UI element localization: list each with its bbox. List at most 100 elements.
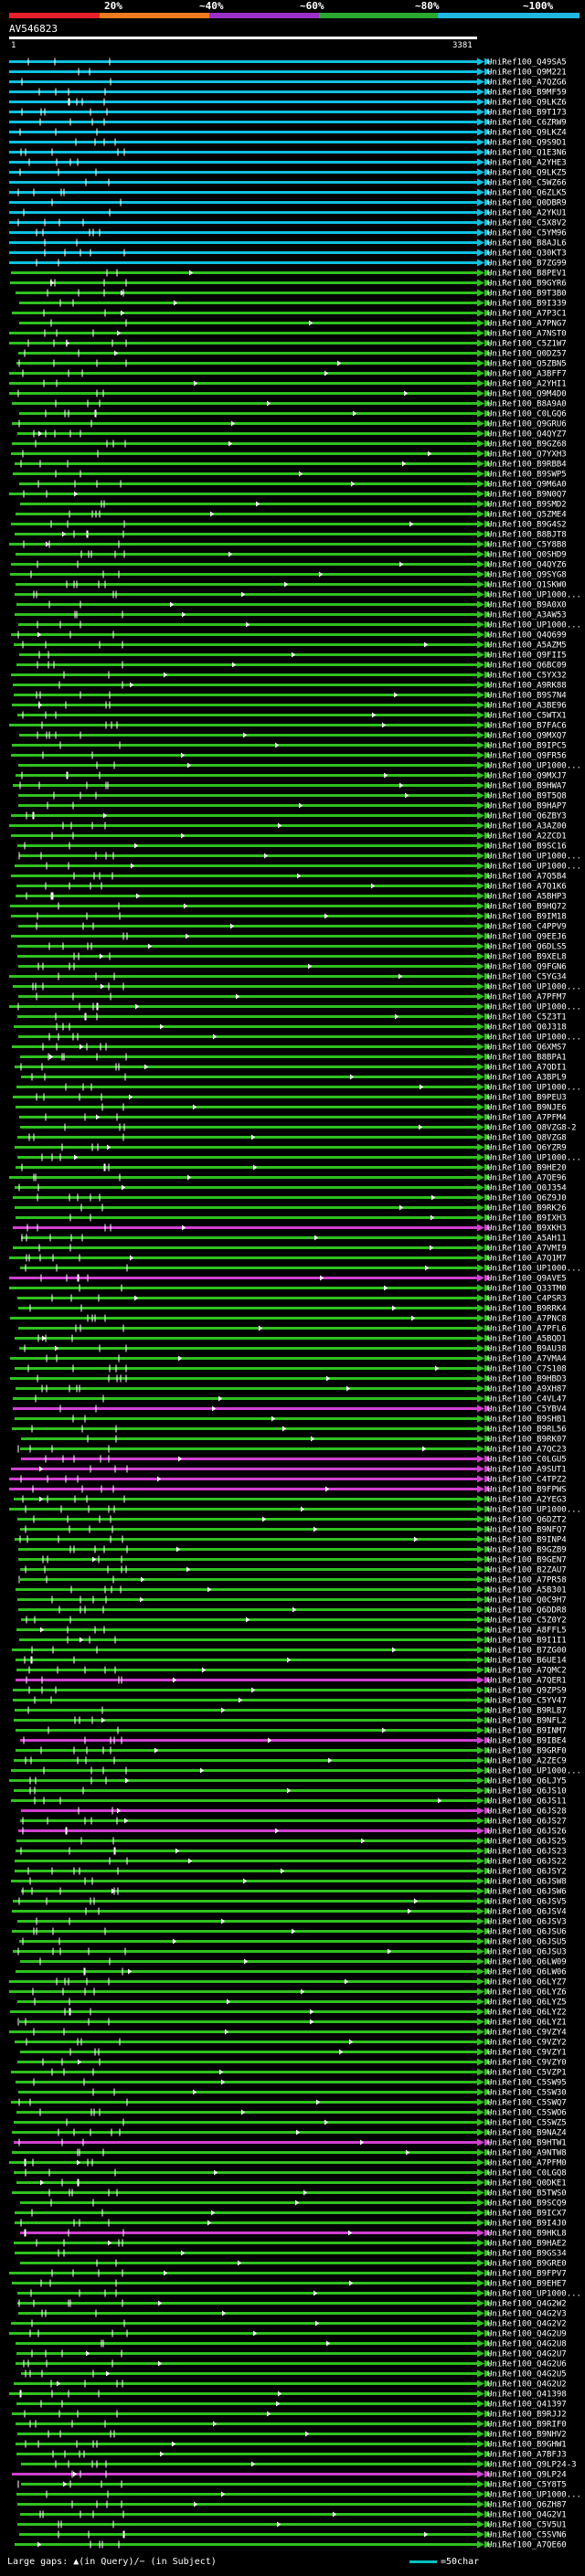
- hit-row[interactable]: UniRef100_B8PEV1: [11, 269, 567, 279]
- hit-row[interactable]: UniRef100_C9VZY1: [20, 2048, 567, 2058]
- hit-row[interactable]: UniRef100_Q4G2V2: [11, 2319, 567, 2329]
- hit-label[interactable]: UniRef100_Q6LYZ2: [487, 2009, 567, 2018]
- hit-label[interactable]: UniRef100_C5YG34: [487, 973, 567, 982]
- hit-label[interactable]: UniRef100_Q4G2W2: [487, 2300, 567, 2309]
- hit-row[interactable]: UniRef100_Q9GRU6: [12, 419, 567, 429]
- hit-row[interactable]: UniRef100_C5WZ66: [9, 178, 567, 188]
- hit-label[interactable]: UniRef100_UP1000...: [487, 1034, 581, 1043]
- hit-label[interactable]: UniRef100_A7QMC2: [487, 1667, 567, 1676]
- hit-label[interactable]: UniRef100_Q1SKW0: [487, 581, 567, 590]
- hit-row[interactable]: UniRef100_A7VMI9: [13, 1244, 567, 1254]
- hit-row[interactable]: UniRef100_Q6JSV3: [17, 1917, 567, 1927]
- hit-label[interactable]: UniRef100_B9RRK4: [487, 1305, 567, 1314]
- hit-row[interactable]: UniRef100_B9INM7: [16, 1726, 567, 1736]
- hit-label[interactable]: UniRef100_Q0DKE1: [487, 2179, 567, 2189]
- hit-row[interactable]: UniRef100_Q4G2U8: [16, 2339, 567, 2349]
- hit-row[interactable]: UniRef100_B9MF59: [9, 88, 567, 98]
- hit-label[interactable]: UniRef100_Q4QYZ7: [487, 430, 567, 440]
- hit-label[interactable]: UniRef100_Q6Z9J0: [487, 1194, 567, 1203]
- hit-label[interactable]: UniRef100_Q0SHD9: [487, 551, 567, 560]
- hit-label[interactable]: UniRef100_Q9M6A0: [487, 481, 567, 490]
- hit-label[interactable]: UniRef100_C5YBV4: [487, 1405, 567, 1415]
- hit-row[interactable]: UniRef100_Q4QYZ7: [17, 429, 567, 440]
- hit-row[interactable]: UniRef100_Q9AVE5: [9, 1274, 567, 1284]
- hit-label[interactable]: UniRef100_Q6JSY2: [487, 1868, 567, 1877]
- hit-row[interactable]: UniRef100_Q6DZT2: [17, 1515, 567, 1525]
- hit-row[interactable]: UniRef100_B9GZB9: [18, 1545, 567, 1555]
- hit-label[interactable]: UniRef100_Q9S9D1: [487, 139, 567, 148]
- hit-label[interactable]: UniRef100_B8BJT8: [487, 531, 567, 540]
- hit-label[interactable]: UniRef100_Q4G2U6: [487, 2360, 567, 2369]
- hit-label[interactable]: UniRef100_Q6JS26: [487, 1828, 567, 1837]
- hit-label[interactable]: UniRef100_C5Y8T5: [487, 2481, 567, 2490]
- hit-row[interactable]: UniRef100_A7PNC8: [10, 1314, 567, 1324]
- hit-label[interactable]: UniRef100_B9HAE2: [487, 2240, 567, 2249]
- hit-row[interactable]: UniRef100_B9PEU3: [13, 1093, 567, 1103]
- hit-label[interactable]: UniRef100_Q9FR56: [487, 752, 567, 761]
- hit-label[interactable]: UniRef100_Q6JS23: [487, 1848, 567, 1857]
- hit-label[interactable]: UniRef100_B7ZG99: [487, 260, 567, 269]
- hit-row[interactable]: UniRef100_B9GS34: [15, 2249, 567, 2259]
- hit-row[interactable]: UniRef100_C6ZRW9: [9, 118, 567, 128]
- hit-label[interactable]: UniRef100_Q6YZR9: [487, 1144, 567, 1153]
- hit-label[interactable]: UniRef100_B8AJL6: [487, 239, 567, 249]
- hit-row[interactable]: UniRef100_B7ZG99: [9, 259, 567, 269]
- hit-label[interactable]: UniRef100_A7QDI1: [487, 1064, 567, 1073]
- hit-label[interactable]: UniRef100_B9FPWS: [487, 1486, 567, 1495]
- hit-label[interactable]: UniRef100_B9GHW1: [487, 2441, 567, 2450]
- hit-label[interactable]: UniRef100_Q30KT3: [487, 249, 567, 259]
- hit-row[interactable]: UniRef100_C5Y8T5: [17, 2480, 567, 2490]
- hit-row[interactable]: UniRef100_A7QE60: [15, 2540, 567, 2550]
- hit-label[interactable]: UniRef100_Q6LYZ6: [487, 1988, 567, 1998]
- hit-row[interactable]: UniRef100_B9NJE6: [16, 1103, 567, 1113]
- hit-row[interactable]: UniRef100_B9SHB1: [15, 1415, 567, 1425]
- hit-label[interactable]: UniRef100_A7QC23: [487, 1446, 567, 1455]
- hit-row[interactable]: UniRef100_Q6JS25: [16, 1837, 567, 1847]
- hit-label[interactable]: UniRef100_B9NFQ7: [487, 1526, 567, 1535]
- hit-label[interactable]: UniRef100_UP1000...: [487, 1767, 581, 1776]
- hit-row[interactable]: UniRef100_B9GEN7: [18, 1555, 567, 1565]
- hit-label[interactable]: UniRef100_UP1000...: [487, 853, 581, 862]
- hit-label[interactable]: UniRef100_B9GS34: [487, 2250, 567, 2259]
- hit-row[interactable]: UniRef100_B9GRF0: [16, 1746, 567, 1756]
- hit-row[interactable]: UniRef100_Q6BC09: [16, 661, 567, 671]
- hit-label[interactable]: UniRef100_Q8VZG8: [487, 1134, 567, 1143]
- hit-label[interactable]: UniRef100_B9ICX7: [487, 2210, 567, 2219]
- hit-label[interactable]: UniRef100_C5SW30: [487, 2089, 567, 2098]
- hit-row[interactable]: UniRef100_UP1000...: [15, 862, 581, 872]
- hit-label[interactable]: UniRef100_UP1000...: [487, 1003, 581, 1012]
- hit-row[interactable]: UniRef100_B7ZG00: [12, 1646, 567, 1656]
- hit-row[interactable]: UniRef100_B9RK26: [15, 1203, 567, 1214]
- hit-row[interactable]: UniRef100_B9XEL8: [17, 952, 567, 962]
- hit-row[interactable]: UniRef100_A7PFM0: [9, 2158, 567, 2168]
- hit-label[interactable]: UniRef100_A7Q1K6: [487, 883, 567, 892]
- hit-row[interactable]: UniRef100_B9HAP7: [18, 801, 567, 811]
- hit-row[interactable]: UniRef100_A7QC23: [17, 1445, 567, 1455]
- hit-row[interactable]: UniRef100_Q0SHD9: [16, 550, 567, 560]
- hit-label[interactable]: UniRef100_Q6JS25: [487, 1838, 567, 1847]
- hit-row[interactable]: UniRef100_Q6JS28: [21, 1807, 567, 1817]
- hit-row[interactable]: UniRef100_Q6JS23: [16, 1847, 567, 1857]
- hit-row[interactable]: UniRef100_B9HWA7: [13, 781, 567, 791]
- hit-label[interactable]: UniRef100_Q4QYZ6: [487, 561, 567, 570]
- hit-row[interactable]: UniRef100_A5AZM5: [14, 641, 567, 651]
- hit-label[interactable]: UniRef100_A9NTW8: [487, 2149, 567, 2158]
- hit-label[interactable]: UniRef100_A2ZCD1: [487, 832, 567, 842]
- hit-row[interactable]: UniRef100_Q6LW06: [16, 1967, 567, 1977]
- hit-row[interactable]: UniRef100_B9EHE7: [12, 2279, 567, 2289]
- hit-label[interactable]: UniRef100_Q6JSV3: [487, 1918, 567, 1927]
- hit-label[interactable]: UniRef100_A7PFM4: [487, 1114, 567, 1123]
- hit-label[interactable]: UniRef100_B7FAC6: [487, 722, 567, 731]
- hit-label[interactable]: UniRef100_C5YM96: [487, 229, 567, 239]
- hit-row[interactable]: UniRef100_Q4G2U9: [9, 2329, 567, 2339]
- hit-row[interactable]: UniRef100_UP1000...: [17, 2289, 581, 2299]
- hit-row[interactable]: UniRef100_Q4G2U7: [16, 2349, 567, 2359]
- hit-row[interactable]: UniRef100_B9RBB4: [15, 460, 567, 470]
- hit-row[interactable]: UniRef100_A9XH87: [16, 1384, 567, 1394]
- hit-row[interactable]: UniRef100_Q4G2U2: [14, 2380, 567, 2390]
- hit-row[interactable]: UniRef100_A7PR58: [18, 1575, 567, 1585]
- hit-row[interactable]: UniRef100_B5TWS0: [12, 2189, 567, 2199]
- hit-label[interactable]: UniRef100_B8BPA1: [487, 1054, 567, 1063]
- hit-label[interactable]: UniRef100_Q9EEJ6: [487, 933, 567, 942]
- hit-label[interactable]: UniRef100_Q6JS28: [487, 1807, 567, 1817]
